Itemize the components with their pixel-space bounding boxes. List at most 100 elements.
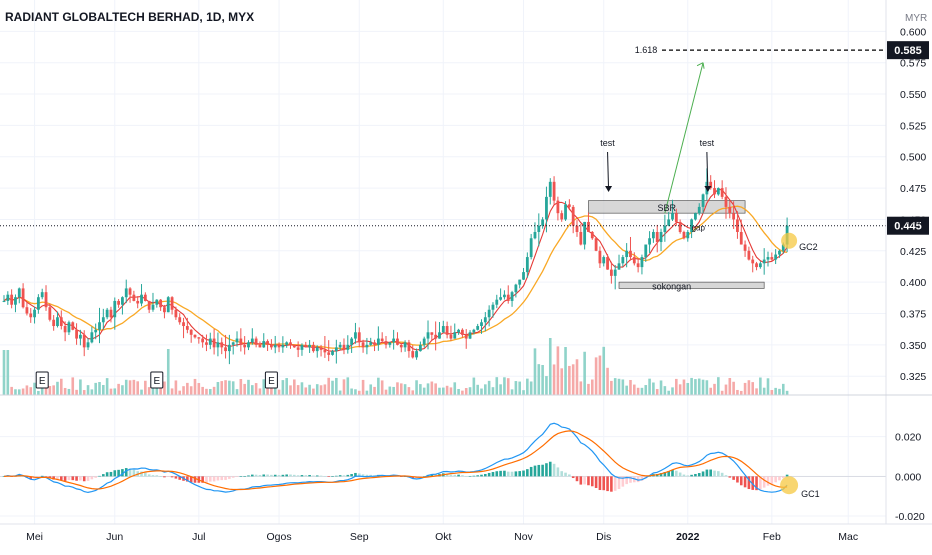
volume-bar — [201, 386, 204, 395]
candle-body — [36, 297, 40, 310]
macd-histogram-bar — [342, 475, 346, 477]
candle-body — [674, 213, 678, 222]
volume-bar — [598, 355, 602, 395]
macd-histogram-bar — [79, 476, 82, 481]
candle-body — [197, 337, 201, 339]
candle-body — [682, 231, 686, 239]
macd-histogram-bar — [193, 476, 197, 483]
volume-bar — [170, 388, 174, 395]
ma-slow-line — [3, 205, 788, 350]
price-tick-label: 0.525 — [900, 120, 926, 132]
candle-body — [2, 300, 6, 302]
volume-bar — [659, 380, 663, 395]
macd-histogram-bar — [762, 476, 766, 488]
candle-body — [159, 299, 163, 308]
macd-histogram-bar — [663, 472, 667, 477]
macd-histogram-bar — [487, 472, 491, 477]
volume-bar — [541, 365, 544, 395]
volume-bar — [71, 377, 75, 395]
candle-body — [426, 332, 430, 339]
volume-bar — [239, 379, 243, 395]
candle-body — [541, 219, 545, 226]
volume-bar — [258, 388, 262, 395]
volume-bar — [48, 386, 52, 395]
macd-histogram-bar — [319, 475, 323, 477]
macd-histogram-bar — [476, 475, 479, 477]
candle-body — [289, 342, 292, 345]
candle-body — [56, 317, 59, 327]
volume-bar — [98, 382, 101, 395]
volume-bar — [621, 379, 625, 395]
volume-bar — [224, 380, 227, 395]
candle-body — [506, 294, 510, 301]
candle-body — [239, 338, 243, 345]
candle-body — [281, 344, 285, 348]
candle-body — [79, 334, 82, 339]
macd-histogram-bar — [697, 473, 701, 477]
test-arrow — [706, 151, 709, 191]
volume-bar — [564, 347, 567, 395]
macd-histogram-bar — [709, 469, 712, 477]
time-tick-label: Ogos — [266, 531, 291, 543]
macd-histogram-bar — [671, 470, 674, 477]
candle-body — [365, 344, 369, 348]
macd-histogram-bar — [667, 470, 670, 477]
macd-histogram-bar — [216, 476, 220, 481]
macd-histogram-bar — [461, 475, 464, 477]
macd-histogram-bar — [304, 475, 308, 477]
macd-histogram-bar — [151, 475, 155, 477]
volume-bar — [231, 381, 235, 395]
candle-body — [514, 284, 518, 293]
volume-bar — [262, 379, 266, 395]
macd-histogram-bar — [170, 476, 174, 478]
candle-body — [235, 338, 239, 343]
gc2-label: GC2 — [799, 242, 818, 252]
candle-body — [14, 297, 17, 305]
candle-body — [453, 332, 457, 339]
volume-bar — [52, 385, 55, 395]
volume-bar — [235, 389, 239, 395]
volume-bar — [568, 365, 571, 395]
volume-bar — [503, 377, 506, 395]
volume-bar — [33, 382, 36, 395]
volume-bar — [79, 379, 82, 395]
macd-histogram-bar — [82, 476, 86, 482]
candle-body — [304, 344, 308, 348]
macd-histogram-bar — [335, 475, 338, 477]
volume-bar — [392, 386, 395, 395]
volume-bar — [327, 377, 330, 395]
volume-bar — [438, 387, 441, 395]
macd-histogram-bar — [675, 470, 678, 477]
candle-body — [331, 351, 334, 355]
candle-body — [713, 188, 716, 195]
volume-bar — [384, 389, 388, 395]
candle-body — [491, 304, 495, 310]
candle-body — [334, 347, 338, 352]
volume-bar — [644, 385, 648, 395]
candle-body — [201, 338, 205, 343]
volume-bar — [449, 387, 453, 395]
volume-bar — [193, 378, 197, 395]
volume-bar — [308, 384, 311, 395]
candle-body — [29, 313, 33, 318]
time-tick-label: Mac — [838, 531, 858, 543]
volume-bar — [506, 378, 510, 395]
volume-bar — [537, 364, 541, 395]
sokongan-zone — [618, 281, 765, 289]
candle-body — [529, 238, 533, 258]
candle-body — [296, 347, 300, 350]
macd-histogram-bar — [121, 469, 124, 477]
candle-body — [457, 329, 460, 333]
macd-histogram-bar — [354, 472, 357, 477]
volume-bar — [86, 385, 90, 395]
volume-bar — [697, 378, 701, 395]
macd-histogram-bar — [189, 476, 193, 483]
candle-body — [594, 238, 598, 251]
candle-body — [346, 344, 350, 350]
volume-bar — [461, 390, 464, 395]
volume-bar — [778, 388, 781, 395]
candle-body — [609, 269, 613, 276]
candle-body — [430, 332, 434, 335]
macd-histogram-bar — [331, 476, 334, 477]
